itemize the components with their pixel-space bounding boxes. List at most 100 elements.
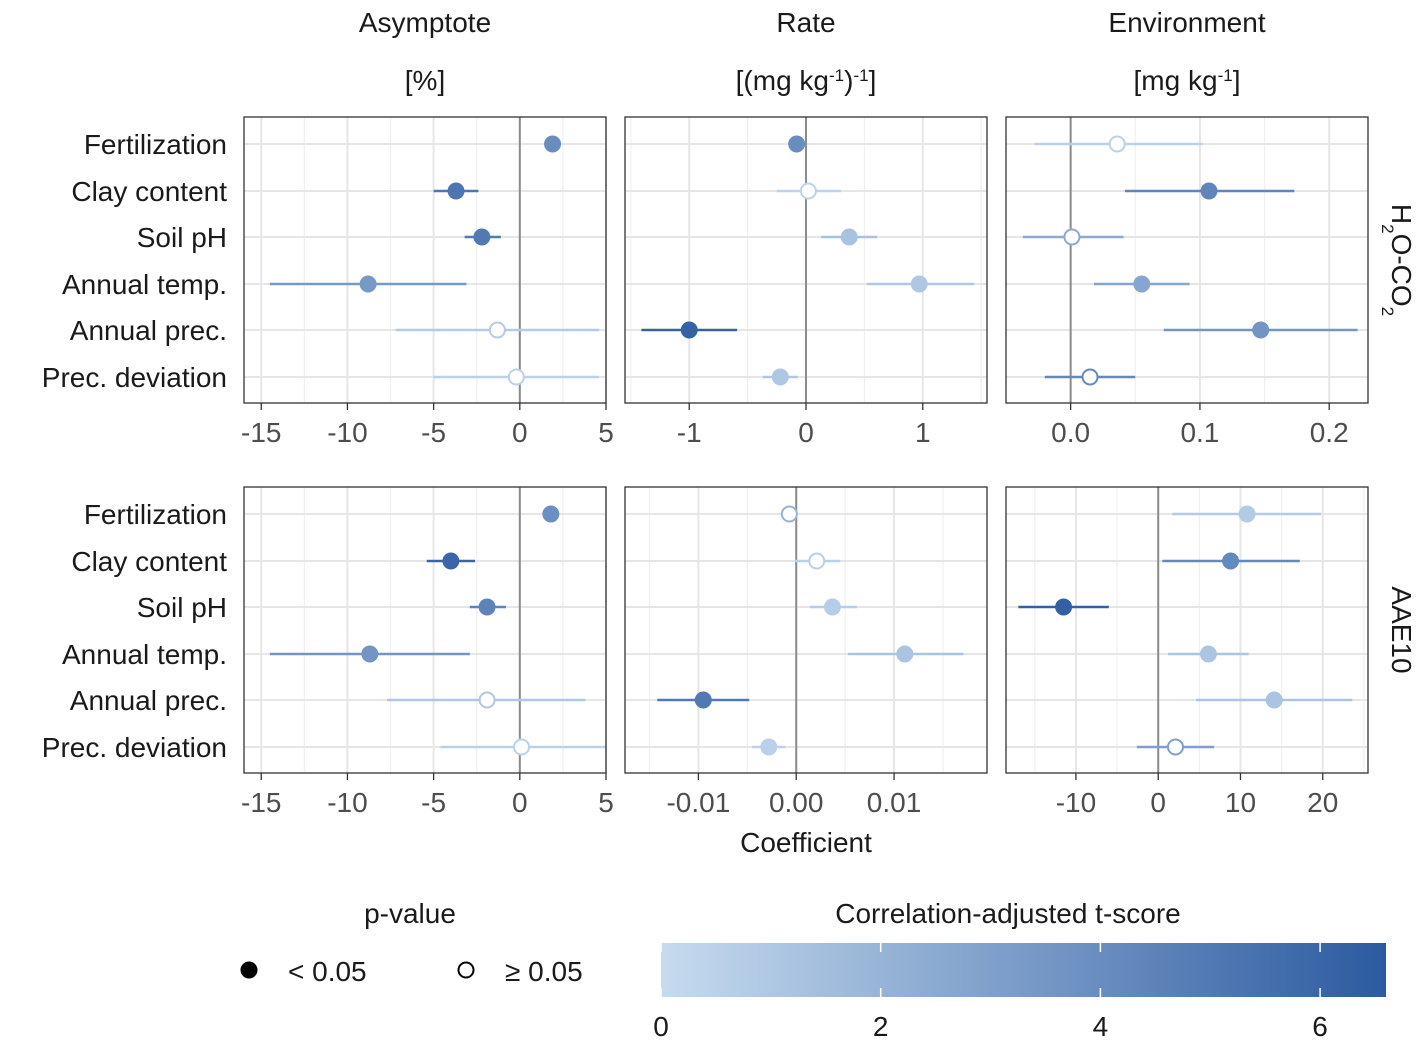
color-legend-tick-label-3: 6 [1312,1011,1328,1041]
point-estimate-0-4 [488,321,506,339]
x-tick-label-5-3: 20 [1307,787,1338,818]
predictor-label-0-5: Prec. deviation [42,362,227,393]
point-estimate-4-4 [694,691,712,709]
point-estimate-5-3 [1199,645,1217,663]
point-estimate-0-5 [507,368,525,386]
column-title-1: Rate [776,7,835,38]
panel-frame-3 [243,486,607,774]
x-tick-label-3-2: -5 [421,787,446,818]
point-estimate-1-3 [910,275,928,293]
shape-legend-key-0 [240,961,258,979]
row-strip-label-1: AAE10 [1386,586,1417,673]
point-estimate-5-4 [1265,691,1283,709]
point-estimate-1-4 [680,321,698,339]
x-tick-label-1-2: 1 [915,417,931,448]
point-estimate-1-0 [788,135,806,153]
point-estimate-0-1 [447,182,465,200]
point-estimate-5-5 [1166,738,1184,756]
point-estimate-3-3 [361,645,379,663]
x-tick-label-0-4: 5 [598,417,614,448]
predictor-label-1-3: Annual temp. [62,639,227,670]
point-estimate-4-5 [760,738,778,756]
x-tick-label-3-1: -10 [327,787,367,818]
row-strip-label-0: H2O-CO2 [1379,204,1418,316]
panel-frame-5 [1005,486,1369,774]
column-unit-1: [(mg kg-1)-1] [736,65,877,96]
x-tick-label-0-0: -15 [241,417,281,448]
shape-legend-key-1 [457,961,475,979]
panel-frame-4 [624,486,988,774]
x-tick-label-3-4: 5 [598,787,614,818]
point-estimate-0-2 [473,228,491,246]
predictor-label-1-4: Annual prec. [70,685,227,716]
point-estimate-2-0 [1108,135,1126,153]
shape-legend-title: p-value [364,898,456,929]
x-tick-label-2-1: 0.1 [1180,417,1219,448]
panel-frame-0 [243,116,607,404]
color-legend-title: Correlation-adjusted t-score [835,898,1181,929]
panel-bg-4 [625,487,987,773]
x-tick-label-4-2: 0.01 [867,787,922,818]
point-estimate-3-5 [513,738,531,756]
predictor-label-1-0: Fertilization [84,499,227,530]
panel-bg-3 [244,487,606,773]
color-legend-tick-label-1: 2 [873,1011,889,1041]
predictor-label-1-1: Clay content [71,546,227,577]
point-estimate-5-2 [1055,598,1073,616]
point-estimate-1-5 [771,368,789,386]
point-estimate-1-1 [799,182,817,200]
x-tick-label-1-1: 0 [798,417,814,448]
color-legend-tick-label-0: 0 [653,1011,669,1041]
point-estimate-5-1 [1222,552,1240,570]
x-tick-label-2-2: 0.2 [1310,417,1349,448]
column-unit-0: [%] [405,65,445,96]
x-tick-label-5-1: 0 [1150,787,1166,818]
predictor-label-1-5: Prec. deviation [42,732,227,763]
x-tick-label-0-1: -10 [327,417,367,448]
predictor-label-0-2: Soil pH [137,222,227,253]
panel-bg-2 [1006,117,1368,403]
point-estimate-4-2 [823,598,841,616]
panel-bg-5 [1006,487,1368,773]
point-estimate-0-3 [359,275,377,293]
point-estimate-4-0 [780,505,798,523]
predictor-label-0-3: Annual temp. [62,269,227,300]
x-tick-label-3-3: 0 [512,787,528,818]
point-estimate-4-3 [896,645,914,663]
x-tick-label-4-1: 0.00 [769,787,824,818]
point-estimate-2-3 [1133,275,1151,293]
point-estimate-3-0 [542,505,560,523]
x-tick-label-2-0: 0.0 [1051,417,1090,448]
predictor-label-0-4: Annual prec. [70,315,227,346]
point-estimate-3-1 [442,552,460,570]
column-unit-2: [mg kg-1] [1134,65,1241,96]
point-estimate-3-4 [478,691,496,709]
panel-bg-0 [244,117,606,403]
x-tick-label-5-2: 10 [1225,787,1256,818]
column-title-0: Asymptote [359,7,491,38]
shape-legend-label-0: < 0.05 [288,956,367,987]
x-tick-label-1-0: -1 [677,417,702,448]
x-tick-label-3-0: -15 [241,787,281,818]
predictor-label-0-0: Fertilization [84,129,227,160]
point-estimate-1-2 [840,228,858,246]
point-estimate-5-0 [1238,505,1256,523]
point-estimate-4-1 [808,552,826,570]
predictor-label-1-2: Soil pH [137,592,227,623]
color-legend-bar [661,943,1386,997]
column-title-2: Environment [1108,7,1265,38]
x-tick-label-0-2: -5 [421,417,446,448]
shape-legend-label-1: ≥ 0.05 [505,956,583,987]
point-estimate-3-2 [478,598,496,616]
point-estimate-2-5 [1081,368,1099,386]
point-estimate-2-1 [1200,182,1218,200]
point-estimate-0-0 [544,135,562,153]
x-tick-label-5-0: -10 [1056,787,1096,818]
x-tick-label-0-3: 0 [512,417,528,448]
color-legend-tick-label-2: 4 [1093,1011,1109,1041]
point-estimate-2-4 [1252,321,1270,339]
panel-frame-2 [1005,116,1369,404]
x-tick-label-4-0: -0.01 [666,787,730,818]
point-estimate-2-2 [1063,228,1081,246]
